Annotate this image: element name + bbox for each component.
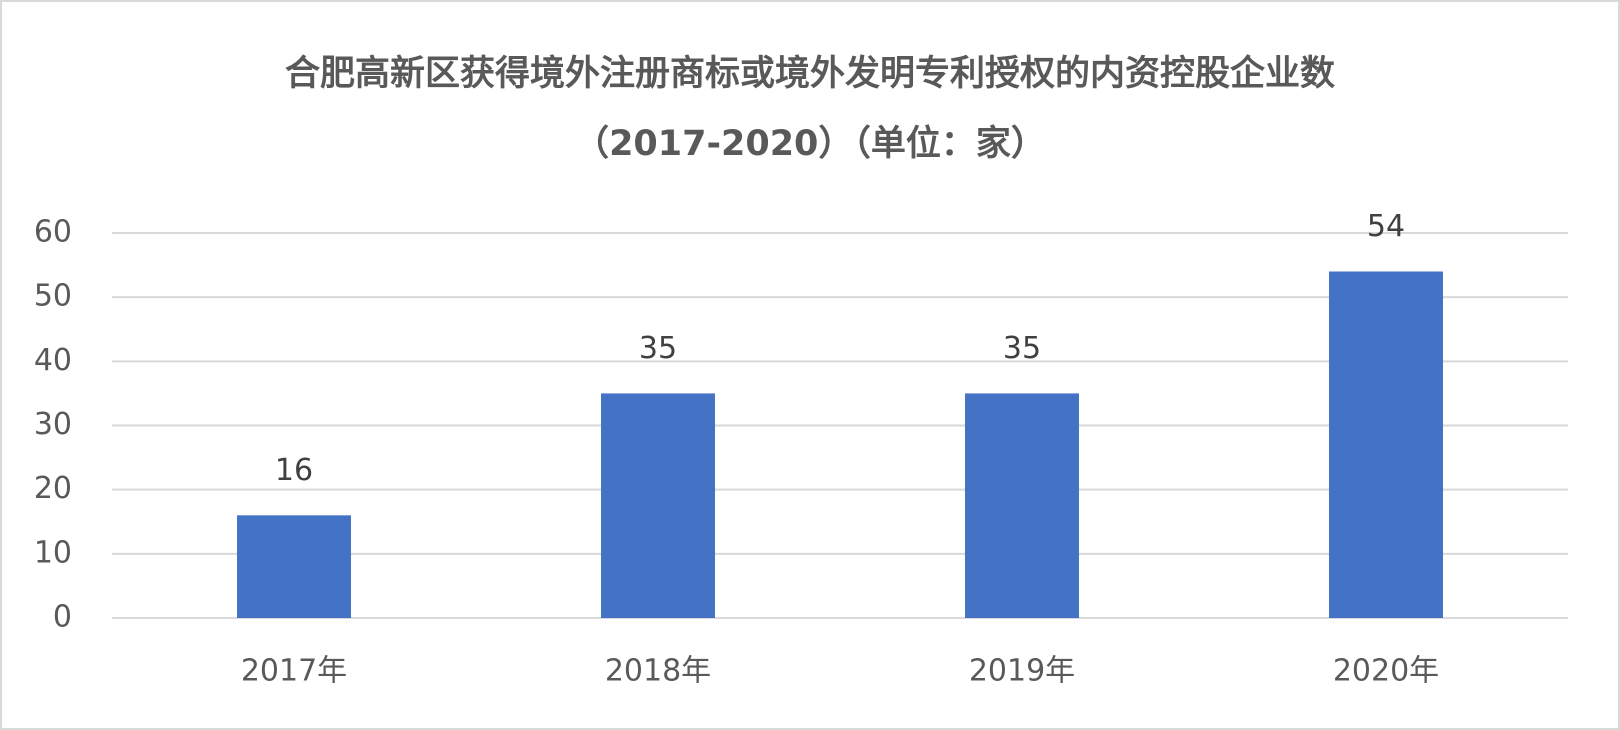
- y-tick-label: 40: [34, 343, 72, 378]
- data-label: 54: [1367, 209, 1405, 244]
- bar: [1329, 271, 1443, 618]
- bar: [601, 393, 715, 618]
- x-tick-label: 2019年: [969, 654, 1075, 689]
- y-tick-label: 0: [53, 600, 72, 635]
- x-tick-label: 2018年: [605, 654, 711, 689]
- chart-subtitle: （2017-2020）（单位：家）: [574, 124, 1046, 164]
- data-label: 35: [1003, 331, 1041, 366]
- x-tick-label: 2020年: [1333, 654, 1439, 689]
- y-tick-label: 60: [34, 215, 72, 250]
- bar: [965, 393, 1079, 618]
- y-tick-label: 30: [34, 407, 72, 442]
- x-tick-label: 2017年: [241, 654, 347, 689]
- y-tick-label: 50: [34, 279, 72, 314]
- data-label: 35: [639, 331, 677, 366]
- y-tick-label: 20: [34, 471, 72, 506]
- y-tick-label: 10: [34, 535, 72, 570]
- bar: [237, 515, 351, 618]
- chart-title: 合肥高新区获得境外注册商标或境外发明专利授权的内资控股企业数: [285, 53, 1335, 94]
- data-label: 16: [275, 453, 313, 488]
